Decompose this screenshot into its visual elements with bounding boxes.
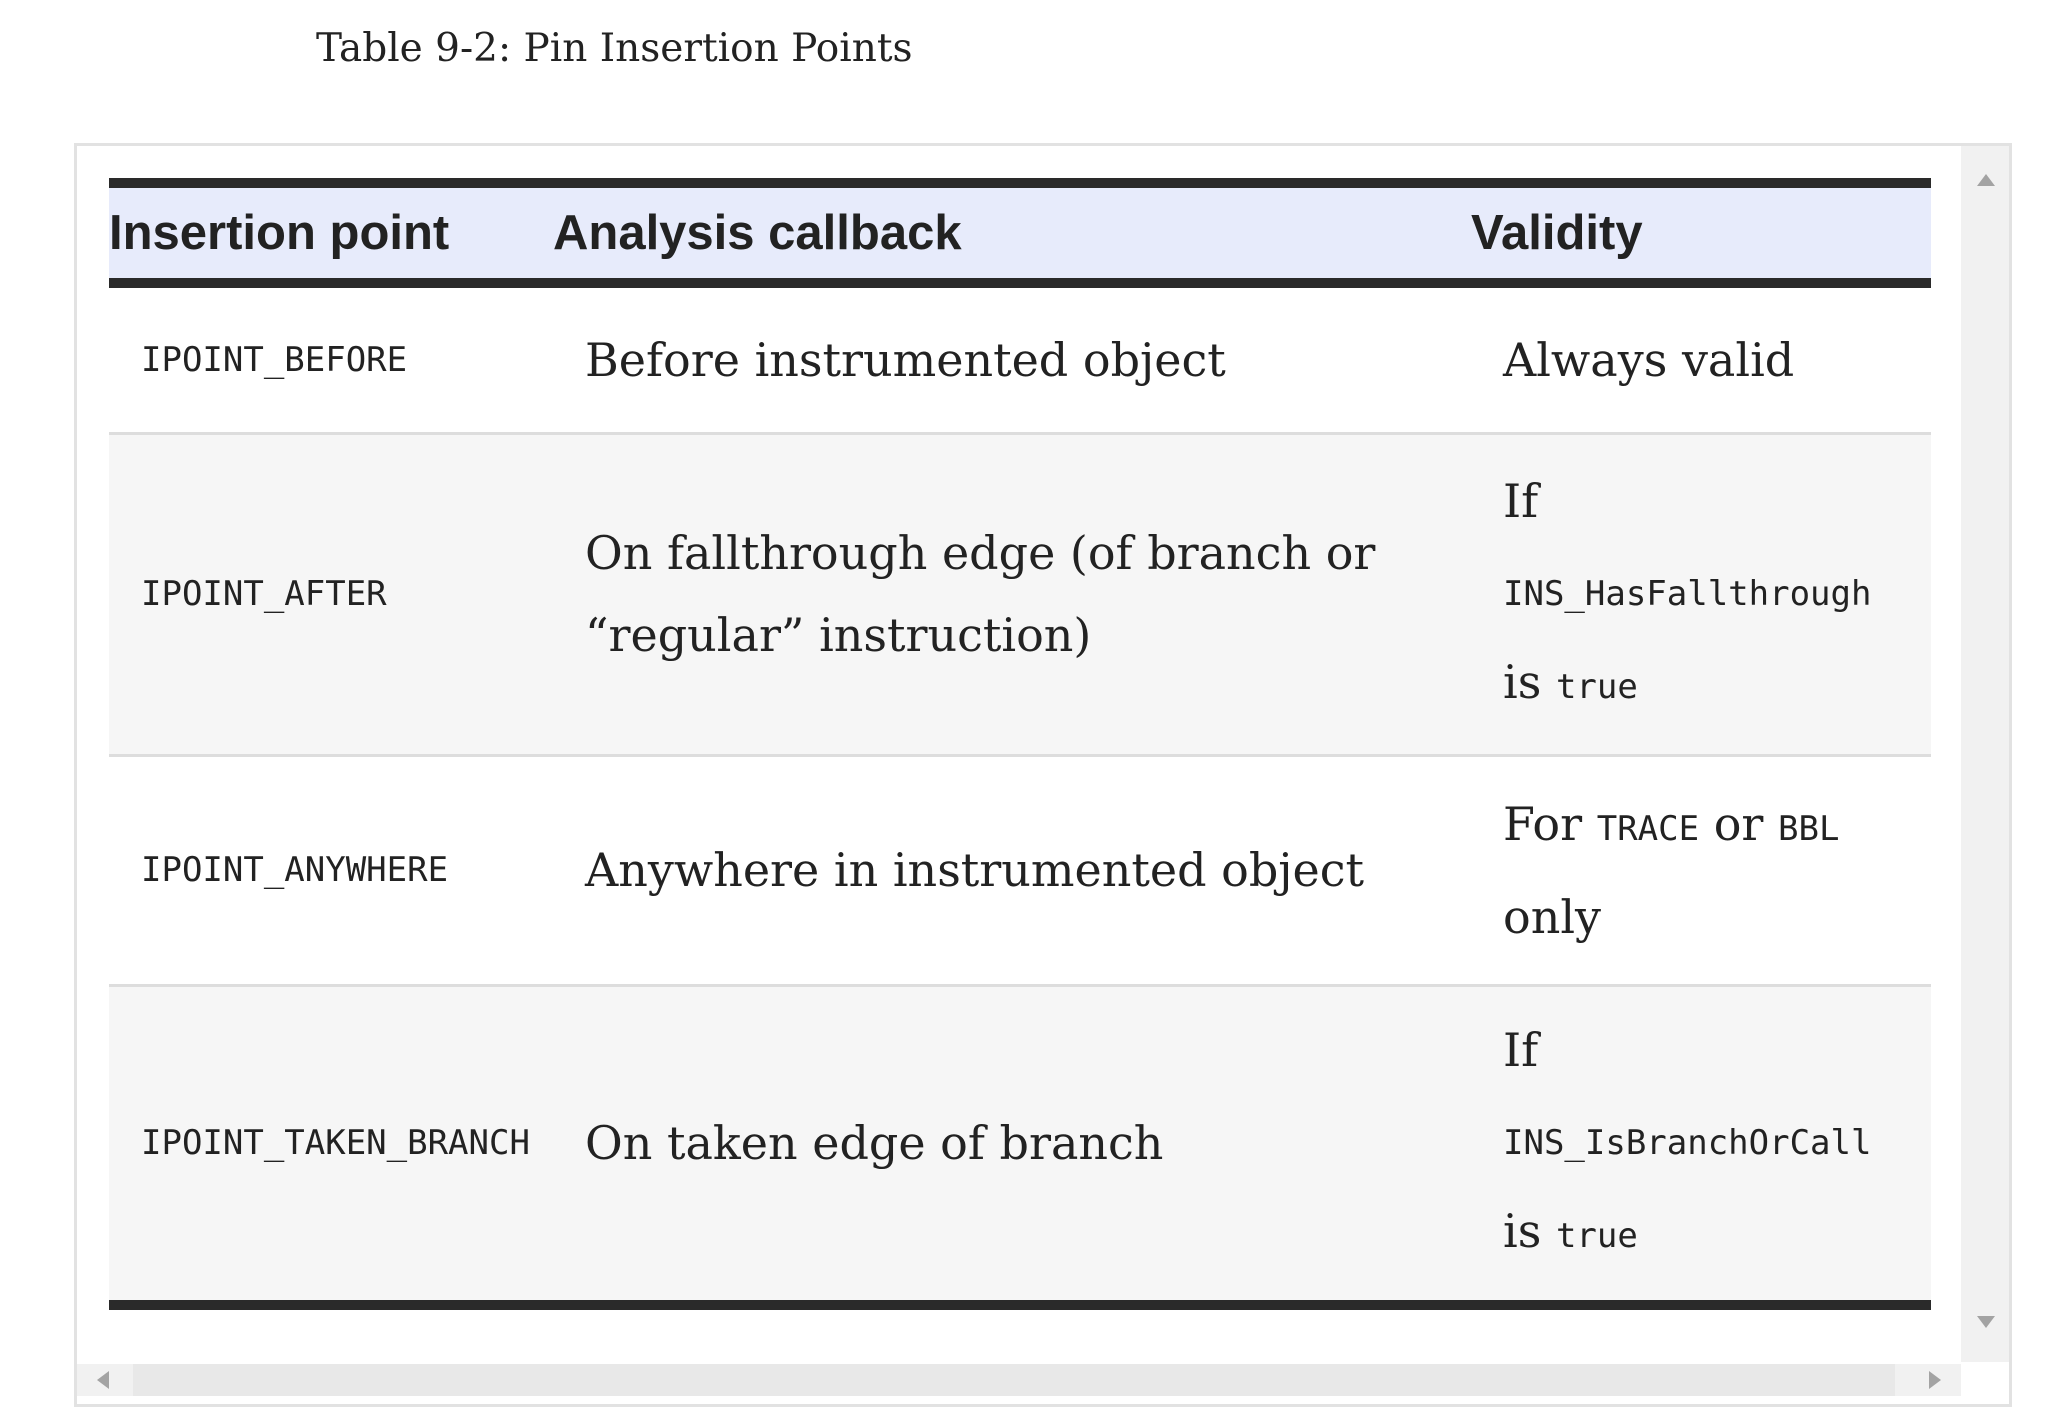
table-row: IPOINT_AFTER On fallthrough edge (of bra… (109, 433, 1931, 757)
validity-suffix: only (1503, 889, 1602, 944)
cell-insertion-point: IPOINT_TAKEN_BRANCH (109, 985, 553, 1305)
validity-mid: is (1503, 1204, 1542, 1259)
triangle-right-icon[interactable] (1929, 1371, 1941, 1389)
cell-insertion-point: IPOINT_BEFORE (109, 283, 553, 435)
header-analysis-callback: Analysis callback (553, 183, 1471, 288)
cell-validity: Always valid (1471, 283, 1931, 435)
cell-validity: For TRACE or BBL only (1471, 755, 1931, 987)
header-insertion-point: Insertion point (109, 183, 553, 288)
triangle-left-icon[interactable] (97, 1371, 109, 1389)
cell-insertion-point: IPOINT_ANYWHERE (109, 755, 553, 987)
horizontal-scrollbar[interactable] (77, 1356, 1961, 1404)
table-row: IPOINT_BEFORE Before instrumented object… (109, 283, 1931, 435)
validity-code-value: BBL (1778, 808, 1840, 849)
validity-code-value: true (1555, 667, 1638, 707)
table-row: IPOINT_TAKEN_BRANCH On taken edge of bra… (109, 985, 1931, 1305)
table-row: IPOINT_ANYWHERE Anywhere in instrumented… (109, 755, 1931, 987)
cell-analysis-callback: Anywhere in instrumented object (553, 755, 1471, 987)
vertical-scrollbar[interactable] (1961, 146, 2009, 1362)
triangle-up-icon[interactable] (1977, 174, 1995, 186)
validity-prefix: For (1503, 796, 1583, 851)
table-header-row: Insertion point Analysis callback Validi… (109, 183, 1931, 288)
cell-validity: If INS_IsBranchOrCall is true (1471, 985, 1931, 1305)
table-caption: Table 9-2: Pin Insertion Points (316, 26, 913, 71)
validity-prefix: If (1503, 474, 1539, 528)
cell-validity: If INS_HasFallthrough is true (1471, 433, 1931, 757)
cell-analysis-callback: On fallthrough edge (of branch or “regul… (553, 433, 1471, 757)
horizontal-scroll-track[interactable] (77, 1364, 1961, 1396)
cell-analysis-callback: Before instrumented object (553, 283, 1471, 435)
validity-mid: is (1503, 655, 1542, 709)
validity-code-value: true (1555, 1216, 1638, 1257)
validity-code: TRACE (1596, 808, 1700, 849)
pin-insertion-points-table: Insertion point Analysis callback Validi… (109, 178, 1931, 1310)
validity-mid: or (1713, 796, 1764, 851)
cell-insertion-point: IPOINT_AFTER (109, 433, 553, 757)
validity-prefix: If (1503, 1023, 1539, 1078)
table-scroll-container[interactable]: Insertion point Analysis callback Validi… (74, 143, 2012, 1407)
header-validity: Validity (1471, 183, 1931, 288)
validity-code: INS_IsBranchOrCall (1503, 1123, 1872, 1164)
table-viewport: Insertion point Analysis callback Validi… (77, 146, 1961, 1362)
validity-text: Always valid (1503, 332, 1795, 387)
horizontal-scroll-thumb[interactable] (133, 1364, 1895, 1396)
cell-analysis-callback: On taken edge of branch (553, 985, 1471, 1305)
validity-code: INS_HasFallthrough (1503, 574, 1872, 614)
triangle-down-icon[interactable] (1977, 1316, 1995, 1328)
